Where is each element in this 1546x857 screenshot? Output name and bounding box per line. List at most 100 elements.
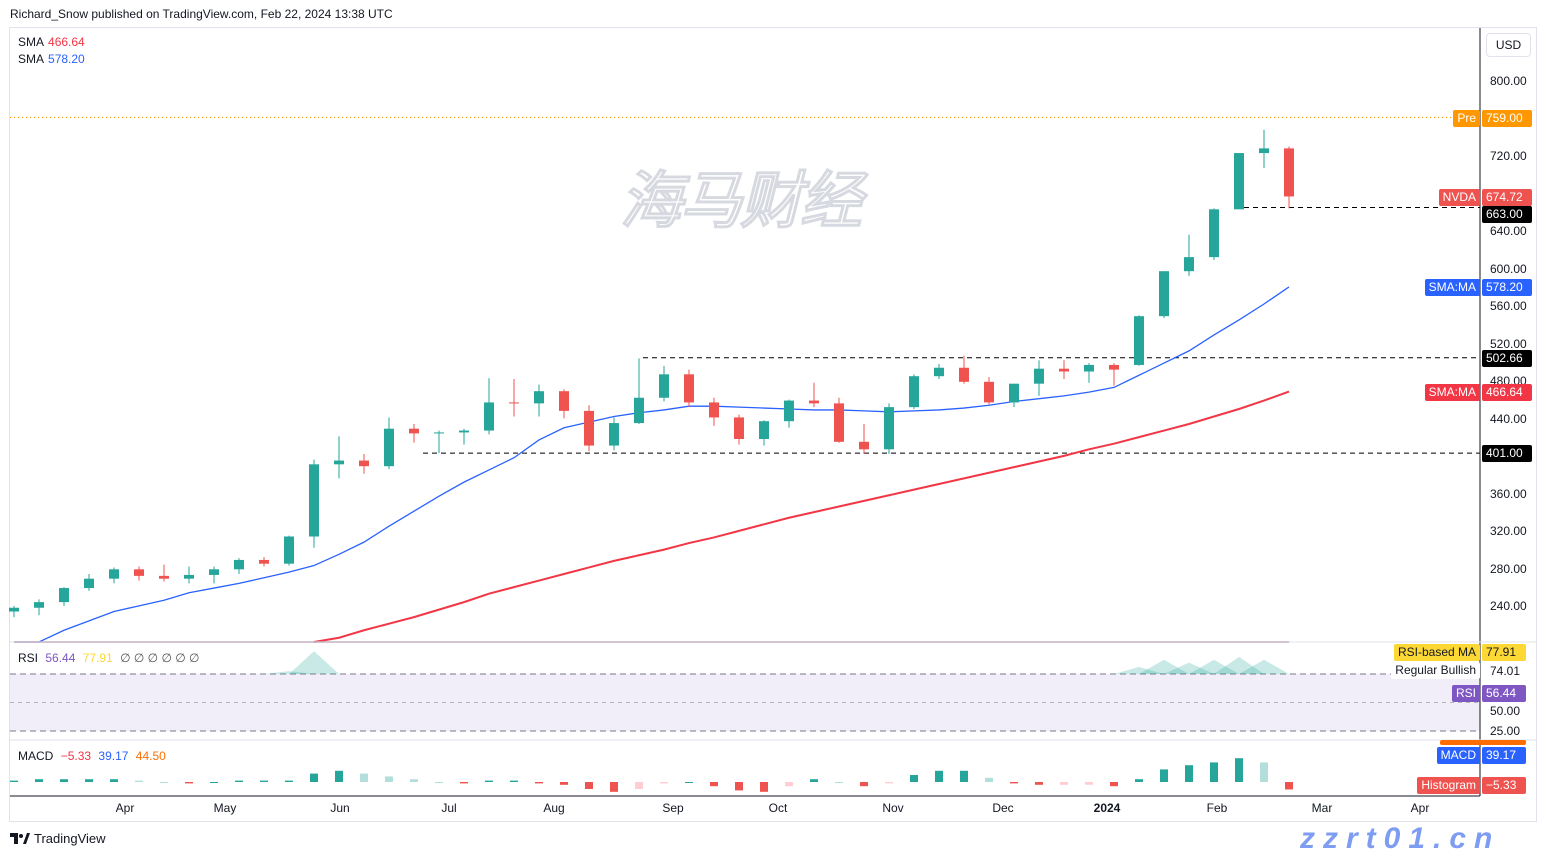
rsi-tag: 56.44 [1482, 685, 1526, 702]
legend-value: 466.64 [48, 35, 85, 49]
macd-histogram-bar [635, 782, 643, 789]
macd-histogram-bar [810, 779, 818, 782]
candle-body [1109, 364, 1119, 370]
macd-histogram-bar [1135, 779, 1143, 782]
macd-histogram-bar [135, 780, 143, 782]
candle-body [609, 423, 619, 446]
sma-200-label: SMA:MA [1424, 384, 1480, 401]
candle [109, 567, 119, 584]
sma-50-price-tag: 578.20 [1482, 279, 1532, 296]
candle-body [834, 403, 844, 442]
macd-histogram-bar [860, 782, 868, 787]
sma-50-legend[interactable]: SMA 578.20 [18, 52, 89, 66]
chart-frame [9, 27, 1537, 822]
candle-body [259, 559, 269, 564]
rsi-overbought-fill [1239, 659, 1289, 674]
sma-200-legend[interactable]: SMA 466.64 [18, 35, 89, 49]
candle [734, 414, 744, 445]
candle [609, 417, 619, 451]
candle-body [1159, 271, 1169, 317]
candle [1159, 271, 1169, 319]
macd-legend[interactable]: MACD −5.33 39.17 44.50 [18, 749, 170, 763]
legend-label: MACD [18, 749, 54, 763]
price-tick: 520.00 [1490, 336, 1527, 351]
rsi-overbought-fill [289, 651, 339, 674]
candle-body [709, 402, 719, 418]
candle-body [434, 432, 444, 434]
legend-value: 44.50 [135, 749, 166, 763]
candle [284, 535, 294, 566]
legend-value: 578.20 [48, 52, 85, 66]
candle-body [909, 376, 919, 408]
candle-body [1084, 364, 1094, 372]
legend-value: 77.91 [82, 651, 113, 665]
candle-body [1259, 148, 1269, 154]
candle [384, 417, 394, 469]
candle [709, 397, 719, 426]
candle-body [184, 574, 194, 579]
legend-value: ∅ ∅ ∅ ∅ ∅ ∅ [120, 651, 200, 665]
macd-histogram-bar [485, 780, 493, 782]
candle-body [9, 607, 19, 612]
candle [1234, 153, 1244, 210]
macd-histogram-bar [1260, 762, 1268, 782]
candle-body [659, 374, 669, 398]
candle-body [359, 460, 369, 467]
candle-body [534, 391, 544, 404]
candle-body [859, 441, 869, 450]
rsi-tick: 25.00 [1490, 724, 1521, 738]
candle-body [509, 402, 519, 404]
candle [34, 599, 44, 616]
level-tag: 401.00 [1482, 445, 1532, 462]
candle [434, 430, 444, 454]
macd-histogram-bar [285, 780, 293, 782]
macd-tag: 39.17 [1482, 747, 1526, 764]
rsi-overbought-fill [1114, 666, 1164, 674]
macd-histogram-bar [1110, 782, 1118, 787]
macd-histogram-bar [735, 782, 743, 791]
legend-value: −5.33 [60, 749, 92, 763]
macd-histogram-bar [1035, 782, 1043, 785]
candle-body [309, 464, 319, 537]
time-tick: Aug [543, 801, 565, 815]
macd-histogram-bar [335, 770, 343, 782]
time-tick: May [213, 801, 237, 815]
candle [359, 454, 369, 474]
candle [909, 374, 919, 409]
macd-histogram-bar [585, 782, 593, 789]
candle-body [584, 410, 594, 446]
rsi-legend[interactable]: RSI 56.44 77.91 ∅ ∅ ∅ ∅ ∅ ∅ [18, 651, 204, 665]
candle-body [1209, 209, 1219, 258]
macd-histogram-bar [385, 776, 393, 782]
candle-body [59, 588, 69, 603]
legend-value: 39.17 [98, 749, 129, 763]
watermark-url: zzrt01.cn [1300, 822, 1501, 855]
candle-body [559, 391, 569, 411]
macd-histogram-bar [1010, 782, 1018, 784]
candle [884, 403, 894, 454]
candle [984, 377, 994, 405]
tradingview-logo[interactable]: TradingView [10, 831, 106, 846]
currency-button[interactable]: USD [1486, 33, 1531, 57]
rsi-tick: 74.01 [1490, 664, 1521, 678]
price-tick: 800.00 [1490, 74, 1527, 88]
macd-histogram-bar [435, 782, 443, 783]
candle [184, 566, 194, 584]
candle-body [634, 397, 644, 424]
pre-market-label: Pre [1453, 110, 1480, 127]
candle [1034, 360, 1044, 396]
time-tick: Sep [662, 801, 684, 815]
candle [1284, 146, 1294, 209]
rsi-overbought-fill [264, 671, 314, 674]
candle-body [384, 428, 394, 467]
candle-body [1234, 153, 1244, 210]
candle-body [1184, 257, 1194, 272]
macd-histogram-bar [1235, 758, 1243, 782]
candle-body [234, 559, 244, 570]
candle-body [934, 367, 944, 377]
macd-histogram-bar [1285, 782, 1293, 790]
candle-body [1059, 368, 1069, 372]
macd-histogram-bar [610, 782, 618, 792]
candle-body [134, 569, 144, 576]
